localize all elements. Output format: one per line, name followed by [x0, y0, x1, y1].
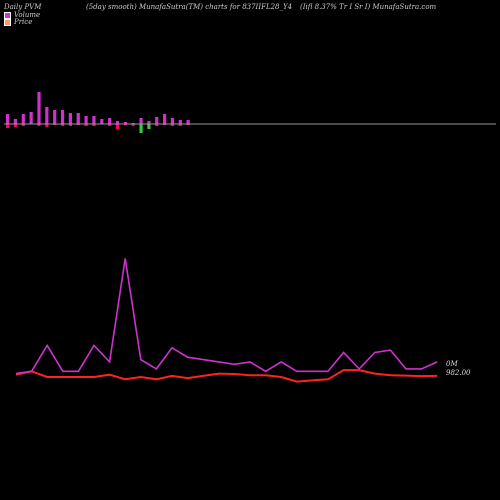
volume-bar-up — [108, 118, 112, 124]
legend-price-swatch — [4, 18, 11, 26]
volume-bar-down — [37, 124, 41, 126]
volume-bar-down — [21, 124, 25, 126]
volume-bar-up — [115, 121, 120, 124]
volume-bar-up — [92, 116, 96, 124]
chart-header-right: (Iifl 8.37% Tr I Sr I) MunafaSutra.com — [300, 3, 437, 11]
legend-volume: Volume — [4, 11, 40, 19]
volume-bar-up — [178, 120, 182, 124]
volume-bar-down — [131, 124, 135, 126]
volume-bar-up — [139, 118, 143, 124]
price-value-label: 982.00 — [446, 369, 471, 377]
volume-bar-up — [147, 121, 151, 124]
volume-bar-down — [108, 124, 112, 126]
volume-bar-down — [68, 124, 72, 126]
legend-price: Price — [4, 18, 32, 26]
chart-header-left: Daily PVM — [4, 3, 42, 11]
volume-bar-up — [6, 114, 10, 124]
volume-bar-up — [37, 92, 41, 124]
volume-bar-down — [155, 124, 159, 126]
volume-bar-up — [123, 122, 127, 124]
volume-bar-up — [76, 113, 80, 124]
volume-bar-down — [139, 124, 143, 133]
volume-value-label: 0M — [446, 360, 458, 368]
volume-bar-up — [100, 119, 104, 124]
volume-bar-up — [68, 113, 72, 124]
legend-volume-label: Volume — [14, 11, 41, 19]
legend-price-label: Price — [14, 18, 33, 26]
price-line — [15, 369, 438, 383]
volume-bar-up — [53, 110, 57, 124]
volume-bar-down — [6, 124, 10, 128]
volume-bar-down — [84, 124, 88, 126]
legend-volume-swatch — [4, 11, 11, 19]
volume-bar-up — [170, 118, 175, 124]
price-lines-layer — [15, 258, 438, 383]
volume-bar-down — [92, 124, 96, 126]
volume-bar-down — [45, 124, 49, 127]
pvm-line — [15, 258, 438, 375]
volume-bar-up — [163, 114, 167, 124]
volume-bar-up — [84, 116, 88, 124]
volume-bar-up — [13, 119, 18, 124]
volume-bar-up — [60, 110, 65, 124]
volume-bar-down — [60, 124, 65, 126]
volume-bar-up — [186, 120, 190, 124]
volume-bar-up — [29, 112, 33, 124]
volume-bars-layer — [6, 92, 190, 133]
volume-bar-up — [45, 107, 49, 124]
chart-header-center: (5day smooth) MunafaSutra(TM) charts for… — [86, 3, 293, 11]
volume-bar-down — [13, 124, 18, 127]
volume-bar-down — [170, 124, 175, 126]
volume-bar-down — [147, 124, 151, 129]
volume-bar-up — [155, 117, 159, 124]
volume-bar-down — [115, 124, 120, 129]
volume-bar-down — [178, 124, 182, 126]
volume-bar-up — [21, 114, 25, 124]
